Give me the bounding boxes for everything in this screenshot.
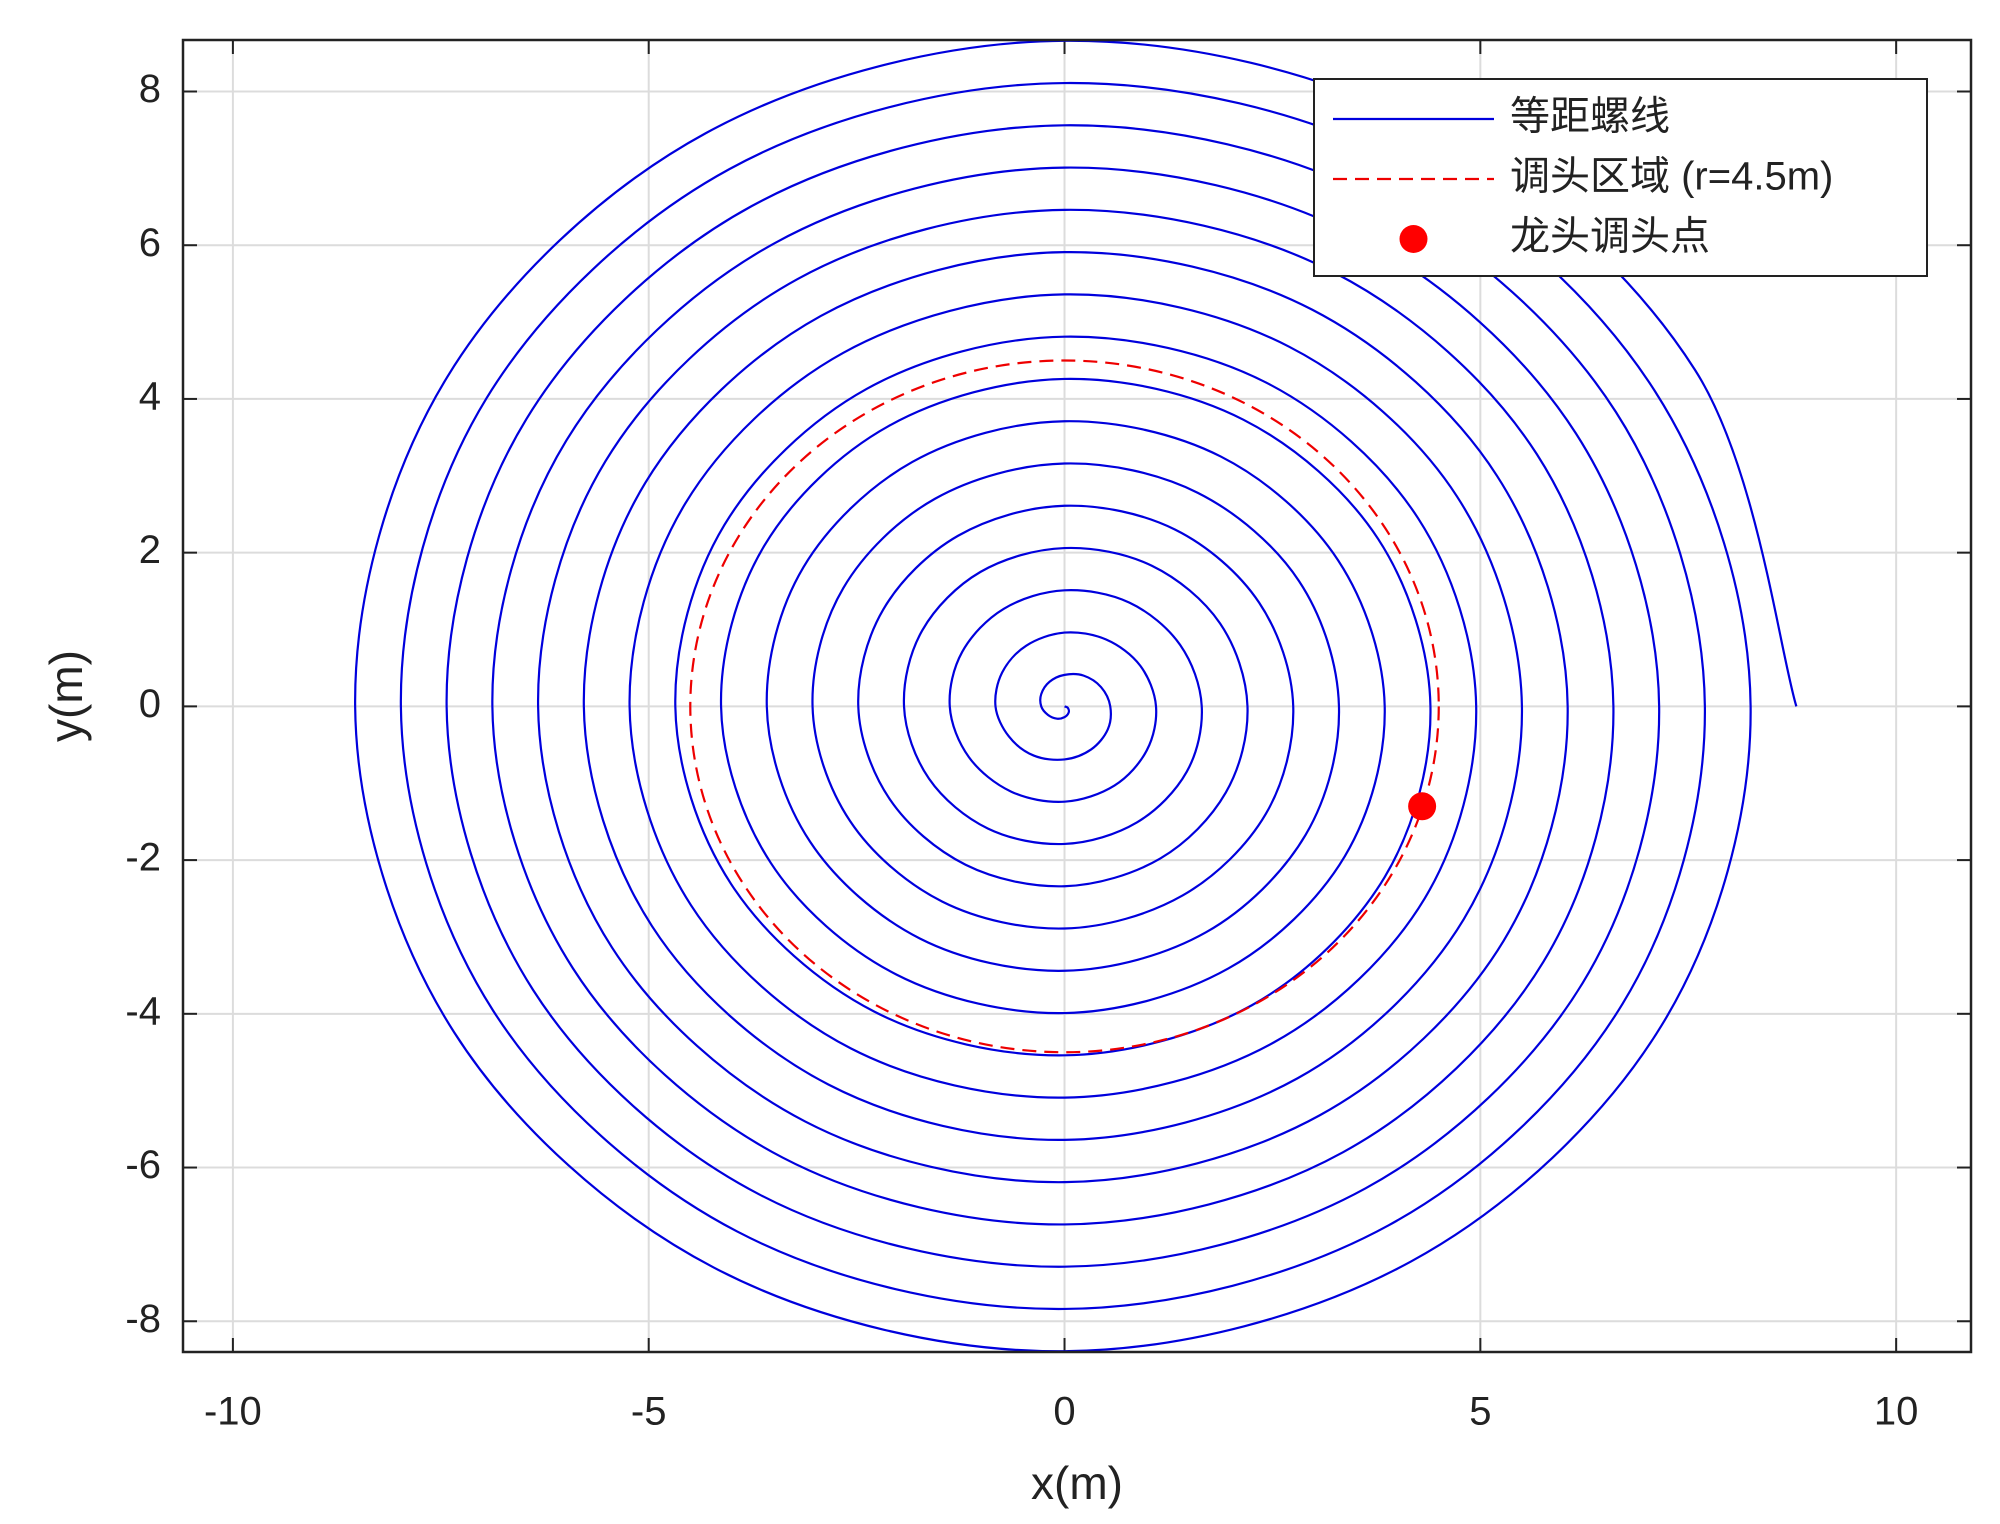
spiral-line [354, 40, 1798, 1352]
x-tick-label: -5 [631, 1390, 667, 1434]
y-tick-label: -2 [125, 836, 161, 880]
y-tick-label: 6 [139, 221, 161, 265]
y-tick-label: 4 [139, 374, 161, 418]
x-tick-label: -10 [204, 1390, 262, 1434]
y-axis-label: y(m) [40, 650, 92, 742]
y-tick-label: 0 [139, 682, 161, 726]
y-tick-label: 2 [139, 528, 161, 572]
plot-area [354, 40, 1798, 1352]
legend-label: 等距螺线 [1510, 95, 1670, 139]
y-tick-label: 8 [139, 67, 161, 111]
legend-label: 龙头调头点 [1510, 215, 1710, 259]
y-tick-label: -4 [125, 989, 161, 1033]
legend-marker [1399, 225, 1428, 253]
plot-frame [181, 38, 1973, 1354]
x-tick-label: 10 [1874, 1390, 1919, 1434]
legend-label: 调头区域 (r=4.5m) [1510, 155, 1833, 199]
turn-point [1408, 792, 1437, 821]
turn-region-circle [689, 359, 1440, 1054]
y-tick-label: -6 [125, 1143, 161, 1187]
y-tick-label: -8 [125, 1297, 161, 1341]
x-tick-label: 0 [1053, 1390, 1075, 1434]
x-axis-label: x(m) [1031, 1457, 1123, 1509]
x-tick-label: 5 [1469, 1390, 1491, 1434]
